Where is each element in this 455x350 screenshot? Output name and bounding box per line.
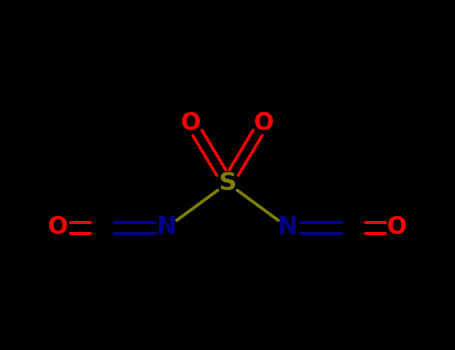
Text: O: O: [48, 216, 68, 239]
Text: O: O: [254, 111, 274, 134]
Text: N: N: [278, 216, 298, 239]
Text: S: S: [218, 171, 237, 195]
Text: O: O: [387, 216, 407, 239]
Text: N: N: [157, 216, 177, 239]
Text: O: O: [181, 111, 201, 134]
